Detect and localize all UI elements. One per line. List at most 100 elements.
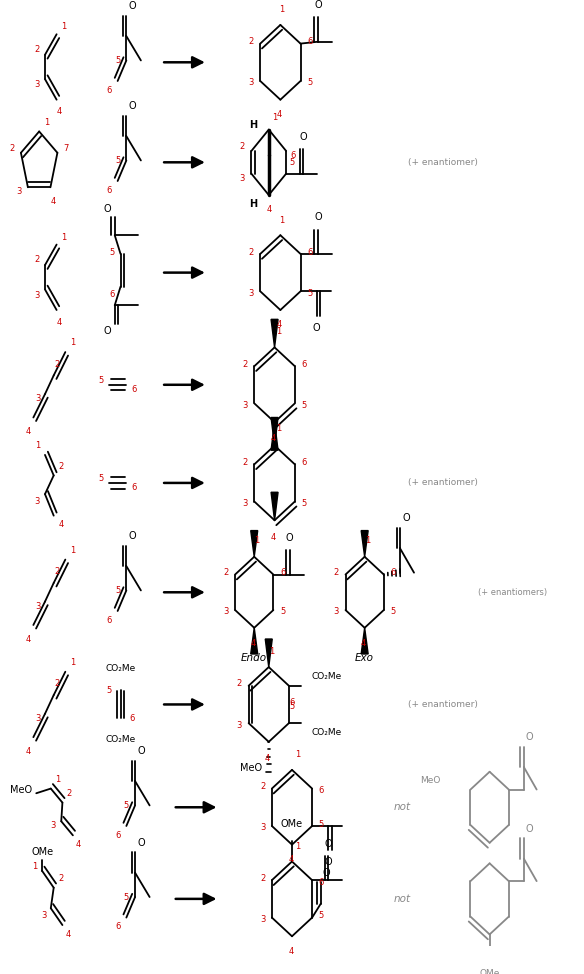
Text: 1: 1 — [272, 113, 277, 122]
Text: 4: 4 — [271, 533, 276, 542]
Text: CO₂Me: CO₂Me — [311, 672, 342, 681]
Text: CO₂Me: CO₂Me — [311, 728, 342, 737]
Polygon shape — [361, 531, 368, 557]
Text: 2: 2 — [333, 568, 339, 578]
Polygon shape — [251, 628, 258, 654]
Text: 6: 6 — [290, 151, 296, 160]
Text: H: H — [249, 200, 258, 209]
Text: 3: 3 — [237, 721, 242, 730]
Text: 5: 5 — [124, 892, 129, 902]
Text: 4: 4 — [65, 930, 71, 939]
Text: 5: 5 — [289, 158, 294, 168]
Text: 1: 1 — [269, 647, 274, 656]
Text: 5: 5 — [307, 288, 312, 298]
Text: 2: 2 — [237, 680, 242, 689]
Text: 6: 6 — [115, 922, 120, 931]
Text: O: O — [314, 0, 322, 11]
Text: 4: 4 — [265, 754, 270, 764]
Text: 2: 2 — [242, 458, 248, 467]
Text: O: O — [128, 531, 136, 542]
Text: 4: 4 — [251, 639, 256, 648]
Text: 6: 6 — [106, 616, 112, 625]
Text: 1: 1 — [61, 22, 67, 31]
Text: 3: 3 — [41, 912, 47, 920]
Text: 4: 4 — [288, 855, 294, 864]
Text: 1: 1 — [69, 657, 75, 667]
Text: 4: 4 — [288, 947, 294, 955]
Text: 1: 1 — [69, 545, 75, 555]
Text: O: O — [526, 732, 533, 742]
Text: 1: 1 — [35, 441, 40, 450]
Polygon shape — [271, 418, 278, 445]
Text: O: O — [104, 326, 112, 336]
Text: 3: 3 — [223, 608, 228, 617]
Text: 2: 2 — [54, 359, 59, 369]
Text: 1: 1 — [295, 750, 300, 760]
Text: 5: 5 — [115, 56, 120, 65]
Text: 6: 6 — [106, 186, 112, 195]
Text: 2: 2 — [260, 782, 265, 791]
Text: 3: 3 — [333, 608, 339, 617]
Text: 6: 6 — [131, 483, 137, 492]
Text: 3: 3 — [34, 290, 40, 300]
Text: 6: 6 — [307, 37, 312, 46]
Text: (+ enantiomers): (+ enantiomers) — [478, 587, 547, 597]
Text: 6: 6 — [301, 359, 307, 369]
Text: 3: 3 — [242, 401, 248, 410]
Polygon shape — [361, 628, 368, 654]
Text: O: O — [314, 212, 322, 222]
Text: 5: 5 — [115, 156, 120, 165]
Text: 2: 2 — [67, 789, 72, 798]
Text: 3: 3 — [248, 78, 253, 88]
Text: O: O — [325, 857, 332, 868]
Text: Exo: Exo — [355, 653, 374, 662]
Text: 6: 6 — [130, 714, 135, 723]
Text: 5: 5 — [301, 401, 307, 410]
Text: 1: 1 — [295, 843, 300, 851]
Text: 6: 6 — [319, 786, 324, 795]
Text: 4: 4 — [266, 205, 272, 213]
Text: 1: 1 — [69, 338, 75, 347]
Text: O: O — [128, 101, 136, 111]
Text: 5: 5 — [106, 686, 112, 694]
Text: O: O — [325, 839, 332, 848]
Text: OMe: OMe — [479, 969, 500, 974]
Text: not: not — [394, 803, 411, 812]
Text: O: O — [526, 824, 533, 834]
Text: 3: 3 — [248, 288, 253, 298]
Text: 4: 4 — [26, 747, 32, 756]
Text: 2: 2 — [34, 45, 40, 54]
Text: 5: 5 — [289, 702, 294, 711]
Text: Endo: Endo — [241, 653, 267, 662]
Text: 1: 1 — [277, 425, 282, 433]
Text: 1: 1 — [277, 327, 282, 336]
Text: 6: 6 — [115, 831, 120, 840]
Text: MeO: MeO — [239, 763, 262, 773]
Text: H: H — [249, 120, 258, 130]
Text: 2: 2 — [58, 462, 64, 470]
Polygon shape — [265, 639, 272, 667]
Text: CO₂Me: CO₂Me — [106, 735, 135, 744]
Text: O: O — [137, 838, 145, 847]
Text: 6: 6 — [289, 698, 294, 707]
Text: O: O — [313, 322, 321, 333]
Text: 2: 2 — [248, 247, 253, 256]
Text: 6: 6 — [109, 289, 114, 299]
Text: 3: 3 — [242, 499, 248, 508]
Text: 5: 5 — [319, 912, 324, 920]
Text: 1: 1 — [61, 233, 67, 242]
Text: 2: 2 — [223, 568, 228, 578]
Text: OMe: OMe — [31, 847, 53, 857]
Text: 3: 3 — [35, 714, 41, 723]
Text: 2: 2 — [54, 567, 59, 577]
Text: 4: 4 — [57, 107, 62, 116]
Text: 3: 3 — [16, 187, 22, 197]
Text: O: O — [128, 1, 136, 12]
Text: 5: 5 — [115, 586, 120, 595]
Polygon shape — [271, 422, 278, 450]
Text: 3: 3 — [34, 497, 40, 506]
Text: 1: 1 — [280, 6, 285, 15]
Text: 4: 4 — [51, 197, 56, 206]
Text: 5: 5 — [307, 78, 312, 88]
Text: 2: 2 — [242, 359, 248, 369]
